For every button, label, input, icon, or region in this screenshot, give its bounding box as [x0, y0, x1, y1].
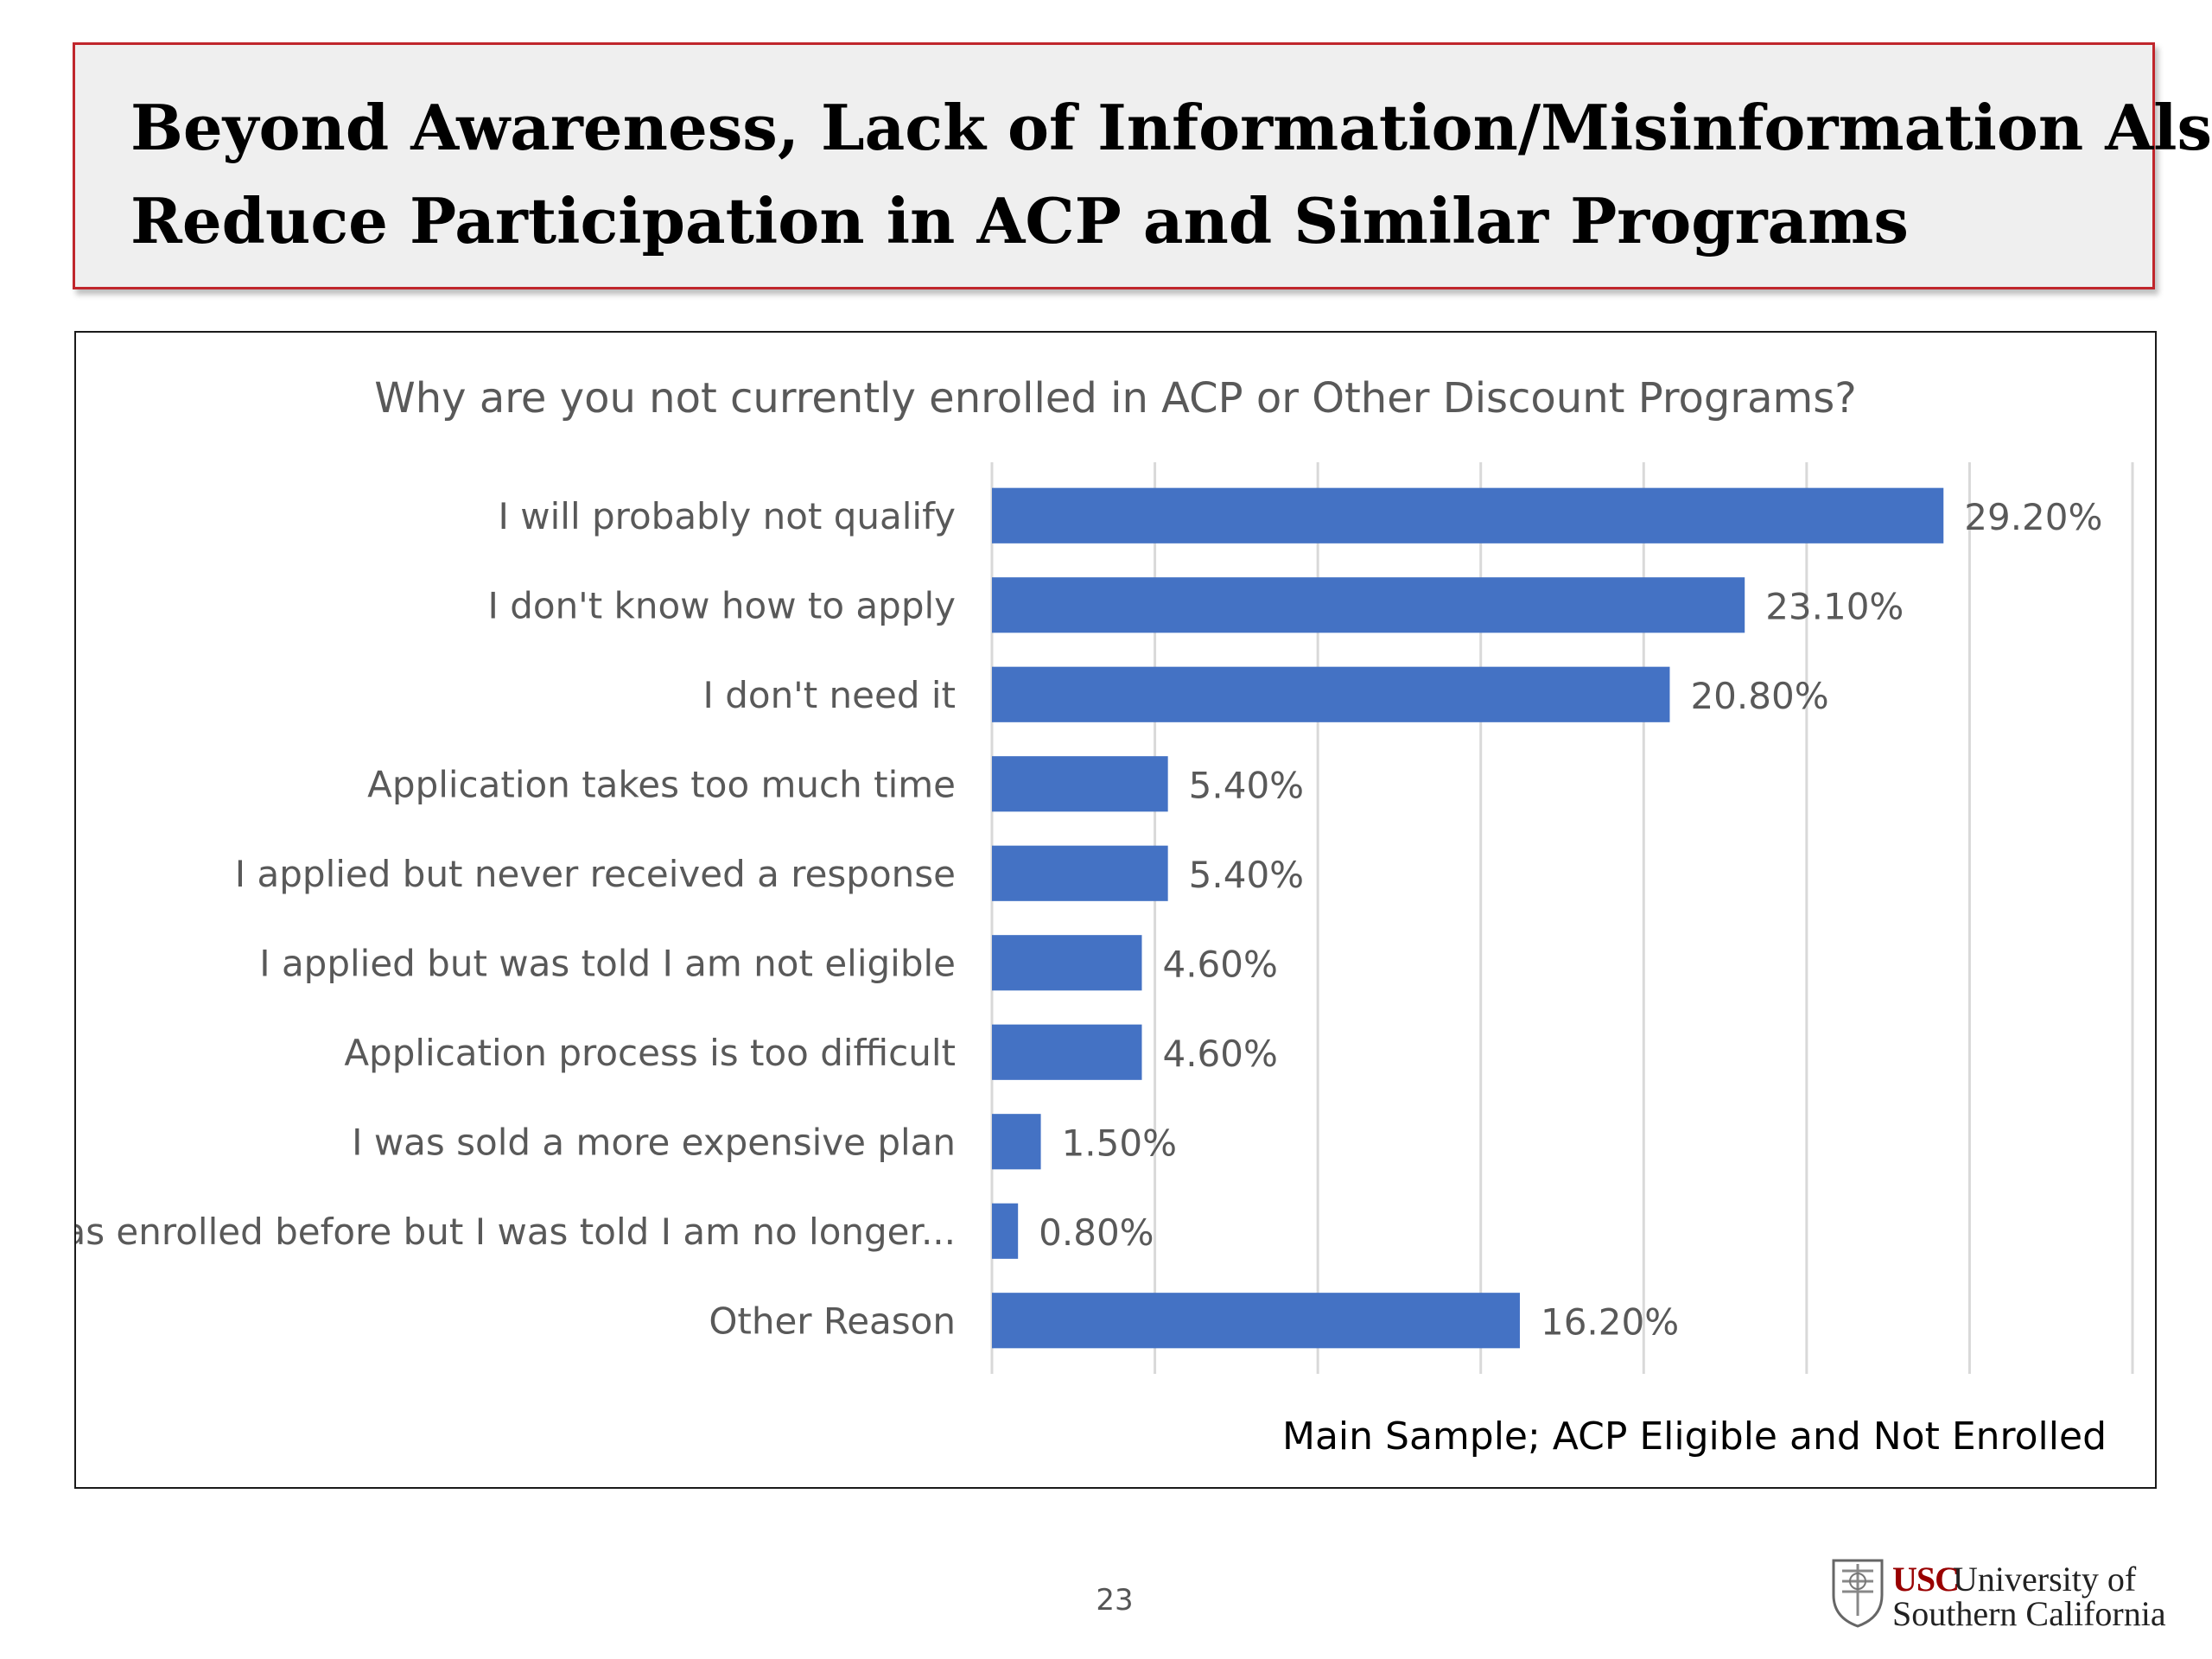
- category-label: I was enrolled before but I was told I a…: [76, 1211, 956, 1253]
- bar: [992, 756, 1168, 812]
- usc-logo: USC University of Southern California: [1830, 1555, 2166, 1633]
- data-label: 5.40%: [1189, 764, 1304, 806]
- bar: [992, 845, 1168, 901]
- logo-line-1: University of: [1953, 1560, 2137, 1599]
- page-number: 23: [1096, 1583, 1134, 1618]
- slide-title-line-1: Beyond Awareness, Lack of Information/Mi…: [130, 91, 2212, 164]
- data-label: 29.20%: [1964, 496, 2102, 538]
- bar: [992, 1114, 1041, 1170]
- category-label: Other Reason: [709, 1300, 956, 1342]
- bar: [992, 1293, 1520, 1349]
- bar: [992, 666, 1670, 722]
- bar: [992, 1024, 1142, 1080]
- category-label: Application process is too difficult: [344, 1032, 956, 1074]
- chart-footnote: Main Sample; ACP Eligible and Not Enroll…: [1282, 1414, 2107, 1459]
- bar: [992, 577, 1745, 633]
- title-box: Beyond Awareness, Lack of Information/Mi…: [73, 42, 2212, 289]
- data-label: 16.20%: [1541, 1300, 1679, 1343]
- category-label: Application takes too much time: [367, 763, 956, 805]
- data-label: 1.50%: [1062, 1122, 1177, 1164]
- category-label: I was sold a more expensive plan: [352, 1121, 956, 1163]
- category-label: I applied but never received a response: [235, 853, 956, 895]
- category-label: I will probably not qualify: [499, 495, 956, 537]
- category-label: I don't know how to apply: [487, 584, 956, 626]
- logo-line-2: Southern California: [1892, 1594, 2166, 1633]
- data-label: 23.10%: [1765, 585, 1904, 627]
- data-label: 4.60%: [1162, 943, 1277, 985]
- logo-usc-text: USC: [1892, 1560, 1960, 1599]
- bar-chart: Why are you not currently enrolled in AC…: [76, 374, 2134, 1459]
- data-label: 5.40%: [1189, 854, 1304, 896]
- bar: [992, 487, 1944, 543]
- bar: [992, 1203, 1019, 1259]
- category-label: I don't need it: [702, 674, 956, 716]
- data-label: 4.60%: [1162, 1033, 1277, 1075]
- data-label: 20.80%: [1690, 675, 1828, 717]
- slide-title-line-2: Reduce Participation in ACP and Similar …: [130, 184, 1909, 257]
- chart-title: Why are you not currently enrolled in AC…: [374, 374, 1856, 423]
- usc-seal-icon: [1832, 1559, 1884, 1628]
- data-label: 0.80%: [1039, 1211, 1154, 1254]
- chart-panel: Why are you not currently enrolled in AC…: [74, 331, 2157, 1489]
- bar: [992, 935, 1142, 991]
- category-label: I applied but was told I am not eligible: [259, 942, 956, 984]
